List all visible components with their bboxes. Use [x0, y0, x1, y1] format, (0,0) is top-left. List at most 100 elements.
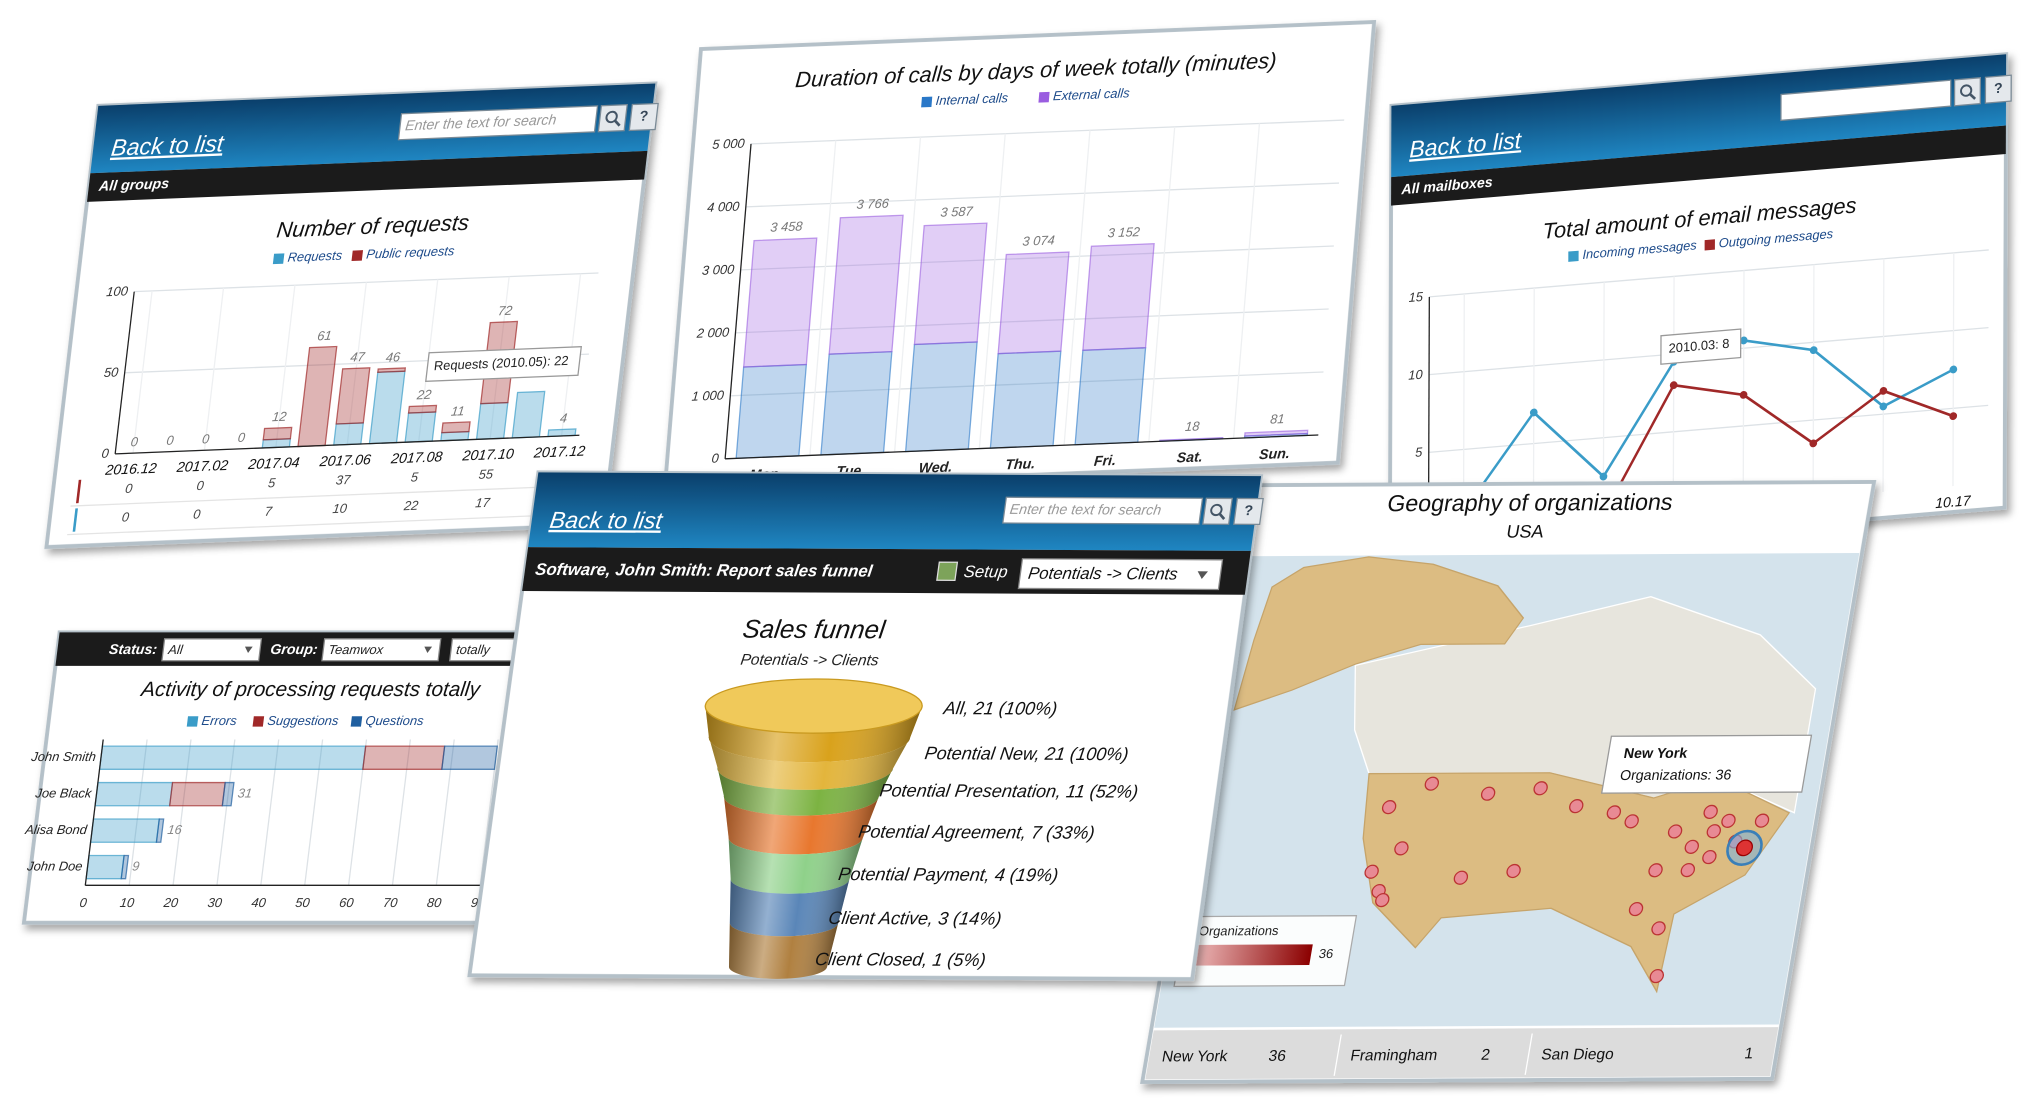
help-button[interactable] — [1233, 497, 1264, 526]
bar-segment — [989, 350, 1062, 449]
y-tick-label: Alisa Bond — [23, 822, 88, 837]
legend-swatch — [252, 716, 265, 727]
total-label: 46 — [385, 349, 402, 365]
point — [1879, 386, 1888, 395]
total-label: 3 074 — [1022, 232, 1055, 248]
point — [1879, 402, 1888, 411]
select-value: All — [167, 642, 185, 657]
org-dot — [1569, 799, 1584, 814]
org-dot — [1706, 824, 1722, 839]
search-button[interactable] — [597, 104, 628, 133]
legend-max: 36 — [1318, 946, 1335, 961]
table-cell: 10 — [332, 501, 349, 517]
selector-value: Potentials -> Clients — [1027, 564, 1180, 584]
help-label: ? — [638, 109, 649, 125]
v-grid — [346, 282, 367, 445]
v-grid — [1232, 123, 1261, 439]
x-tick-label: Sat. — [1176, 449, 1203, 466]
grid-line — [1429, 249, 1989, 298]
total-label: 18 — [1185, 418, 1201, 434]
setup-icon[interactable] — [936, 561, 959, 581]
org-dot — [1703, 804, 1718, 820]
selector[interactable] — [1017, 558, 1224, 591]
segment-shade — [729, 878, 850, 937]
help-label: ? — [1243, 503, 1254, 519]
org-dot — [1480, 786, 1496, 801]
org-dot — [1649, 968, 1665, 984]
bar-segment — [98, 745, 367, 770]
grid-line — [172, 739, 192, 886]
legend-label: Internal calls — [935, 90, 1009, 108]
y-tick-label: John Smith — [30, 749, 97, 764]
y-tick-label: 10 — [1408, 367, 1423, 383]
segment-shade — [723, 795, 879, 855]
total-label: 3 458 — [770, 218, 804, 234]
search-input[interactable] — [1002, 496, 1204, 525]
bar-segment — [262, 426, 293, 441]
setup-link[interactable]: Setup — [963, 562, 1009, 581]
segment-label: All, 21 (100%) — [942, 698, 1059, 718]
total-label: 0 — [201, 431, 211, 446]
grid-line — [134, 272, 599, 293]
grid-line — [750, 119, 1345, 145]
table-cell: 0 — [192, 506, 202, 521]
search-icon — [614, 119, 621, 127]
search-button[interactable] — [1202, 497, 1233, 525]
v-grid — [275, 285, 296, 448]
v-grid — [978, 133, 1006, 449]
total-label: 3 152 — [1107, 224, 1140, 240]
legend-label: Public requests — [366, 243, 456, 262]
org-dot — [1364, 864, 1379, 879]
city-name: Framingham — [1349, 1047, 1439, 1064]
bar-segment — [377, 367, 407, 373]
point — [1599, 472, 1608, 481]
grid-line — [740, 245, 1334, 271]
x-tick-label: 2017.12 — [532, 444, 586, 462]
legend-swatch — [1704, 239, 1715, 251]
v-grid — [1812, 264, 1815, 498]
search-input[interactable] — [1780, 79, 1952, 122]
alaska — [1233, 556, 1525, 711]
table-cell: 0 — [124, 481, 134, 496]
bar-segment — [904, 341, 978, 453]
city-name: New York — [1161, 1048, 1229, 1065]
tooltip-text: Requests (2010.05): 22 — [433, 353, 569, 373]
help-button[interactable] — [1984, 74, 2012, 104]
back-link[interactable]: Back to list — [110, 130, 227, 161]
cell-divider — [1333, 1034, 1342, 1076]
bar-segment — [820, 350, 893, 456]
grid-line — [745, 182, 1340, 208]
x-tick-label: 2017.06 — [318, 452, 372, 470]
x-tick-label: Thu. — [1005, 456, 1036, 473]
search-icon — [605, 110, 618, 124]
x-axis — [115, 434, 580, 455]
report-title: Software, John Smith: Report sales funne… — [534, 560, 874, 581]
y-tick-label: 5 — [1415, 444, 1423, 460]
search-icon — [1969, 93, 1977, 100]
total-label: 72 — [497, 303, 514, 319]
y-axis — [84, 739, 104, 886]
legend-swatch — [272, 253, 285, 265]
help-button[interactable] — [628, 102, 659, 132]
city-count: 1 — [1743, 1045, 1755, 1062]
total-label: 47 — [350, 349, 367, 365]
select-box[interactable] — [161, 638, 263, 662]
org-dot — [1648, 863, 1663, 878]
y-tick-label: 1 000 — [691, 387, 725, 403]
y-tick-label: 3 000 — [701, 262, 735, 278]
search-button[interactable] — [1953, 77, 1981, 107]
total-label: 16 — [167, 822, 184, 837]
tooltip — [1600, 734, 1813, 794]
select-box[interactable] — [321, 638, 442, 662]
search-placeholder: Enter the text for search — [404, 112, 557, 134]
bar-segment — [475, 401, 509, 441]
tooltip — [1660, 328, 1742, 365]
x-tick-label: 40 — [251, 895, 268, 910]
point — [1809, 439, 1818, 448]
filter-label: Group: — [269, 642, 318, 658]
calls-panel: Duration of calls by days of week totall… — [662, 19, 1377, 492]
back-link[interactable]: Back to list — [548, 507, 665, 533]
series-line — [1602, 383, 1954, 516]
search-input[interactable] — [397, 105, 599, 141]
x-tick-label: 2017.02 — [175, 458, 229, 476]
